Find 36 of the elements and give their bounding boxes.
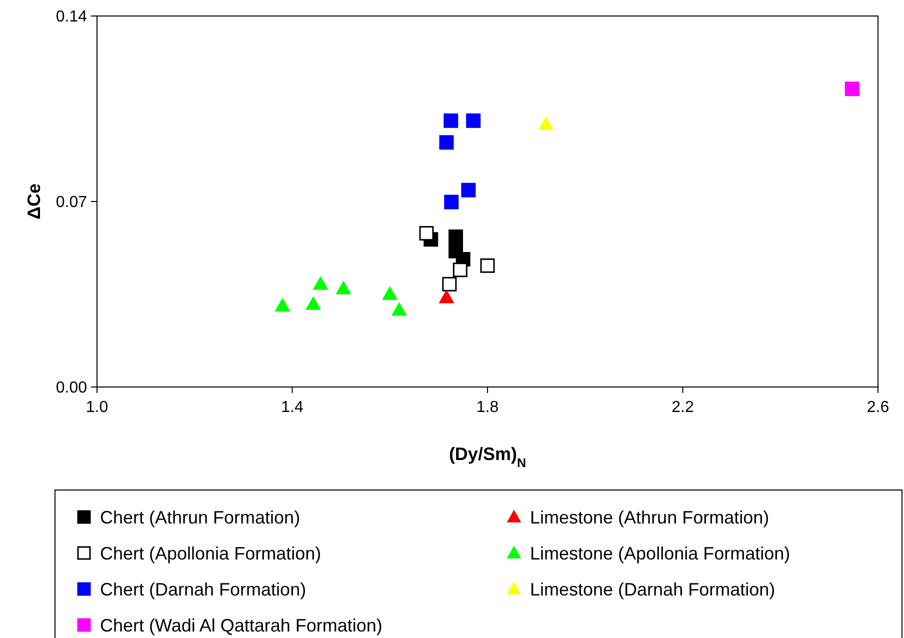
point (336, 280, 352, 294)
legend-label: Limestone (Darnah Formation) (530, 579, 776, 600)
point (305, 296, 322, 310)
point (444, 194, 459, 210)
legend-label: Chert (Apollonia Formation) (100, 543, 322, 564)
point (438, 290, 454, 304)
x-tick-label: 2.6 (866, 399, 890, 416)
legend-label: Chert (Wadi Al Qattarah Formation) (100, 615, 382, 636)
y-tick-label: 0.14 (56, 8, 88, 26)
point (538, 116, 554, 130)
point (452, 262, 468, 278)
point (274, 298, 290, 312)
x-axis-title: (Dy/Sm)$_{N}$ (448, 444, 526, 470)
point (480, 258, 495, 273)
y-tick-label: 0.07 (56, 194, 88, 212)
x-tick-label: 1.4 (281, 399, 304, 416)
legend-label: Chert (Darnah Formation) (100, 579, 306, 600)
point (466, 113, 481, 128)
point (439, 135, 454, 150)
point (461, 182, 476, 198)
y-axis-title: ΔCe (24, 184, 44, 220)
x-tick-label: 1.0 (86, 399, 108, 416)
x-tick-label: 1.8 (476, 399, 499, 416)
x-tick-label: 2.2 (672, 399, 694, 416)
point (844, 82, 860, 96)
point (419, 226, 434, 241)
point (442, 276, 457, 292)
legend-label: Limestone (Apollonia Formation) (530, 543, 790, 564)
point (312, 276, 328, 290)
y-tick-label: 0.00 (56, 380, 88, 397)
legend-label: Limestone (Athrun Formation) (530, 507, 770, 528)
point (448, 229, 464, 244)
legend-label: Chert (Athrun Formation) (100, 507, 300, 528)
point (444, 113, 458, 128)
point (391, 302, 407, 316)
point (382, 286, 398, 300)
